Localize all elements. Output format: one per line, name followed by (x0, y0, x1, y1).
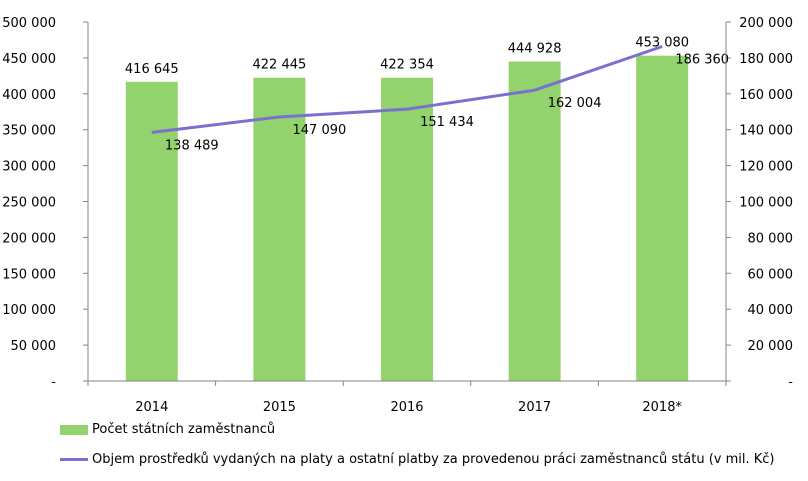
y-right-axis-ticks: - 20 000 40 000 60 000 80 000 100 000 120 000 1… (726, 16, 793, 390)
legend-swatch-line (60, 458, 88, 461)
y-left-tick-label: 150 000 (2, 267, 56, 282)
y-left-tick-label: 200 000 (2, 231, 56, 246)
x-tick-label: 2014 (135, 400, 168, 415)
bar-data-labels: 416 645 422 445 422 354 444 928 453 080 (125, 36, 689, 77)
bar-data-label: 453 080 (635, 36, 689, 51)
y-right-tick-label: 200 000 (739, 16, 793, 31)
y-left-tick-label: 500 000 (2, 16, 56, 31)
x-tick-label: 2015 (263, 400, 296, 415)
bar-data-label: 422 445 (253, 58, 307, 73)
line-data-label: 162 004 (548, 96, 602, 111)
bar-data-label: 444 928 (508, 42, 562, 57)
y-left-tick-label: 250 000 (2, 196, 56, 211)
y-right-tick-label: 180 000 (739, 52, 793, 67)
y-right-tick-label: 40 000 (748, 303, 794, 318)
bar-series (125, 55, 689, 382)
y-right-tick-label: 160 000 (739, 88, 793, 103)
y-right-tick-label: - (788, 375, 793, 390)
bar (381, 77, 433, 382)
x-tick-label: 2016 (390, 400, 423, 415)
bar (636, 55, 689, 381)
x-tick-label: 2017 (518, 400, 551, 415)
y-left-tick-label: 50 000 (11, 339, 57, 354)
line-data-label: 151 434 (420, 115, 474, 130)
y-right-tick-label: 140 000 (739, 124, 793, 139)
legend-label-bar: Počet státních zaměstnanců (92, 422, 276, 437)
y-right-tick-label: 20 000 (748, 339, 794, 354)
y-right-tick-label: 60 000 (748, 267, 794, 282)
y-left-axis-ticks: - 50 000 100 000 150 000 200 000 250 000 300 0… (2, 16, 88, 390)
line-data-label: 138 489 (165, 138, 219, 153)
bar-data-label: 422 354 (380, 58, 434, 73)
legend-item-bar: Počet státních zaměstnanců (60, 422, 275, 437)
y-right-tick-label: 80 000 (748, 231, 794, 246)
line-series (151, 45, 663, 134)
legend-label-line: Objem prostředků vydaných na platy a ost… (92, 452, 775, 467)
y-left-tick-label: 100 000 (2, 303, 56, 318)
line-data-label: 186 360 (675, 52, 729, 67)
legend-item-line: Objem prostředků vydaných na platy a ost… (60, 452, 775, 467)
bar (508, 61, 561, 382)
legend-swatch-bar (60, 424, 88, 435)
y-left-tick-label: - (51, 375, 56, 390)
y-left-tick-label: 300 000 (2, 160, 56, 175)
x-axis-ticks: 2014 2015 2016 2017 2018* (87, 381, 727, 415)
series-line (151, 45, 663, 134)
y-left-tick-label: 350 000 (2, 124, 56, 139)
y-right-tick-label: 100 000 (739, 196, 793, 211)
y-right-tick-label: 120 000 (739, 160, 793, 175)
y-left-tick-label: 400 000 (2, 88, 56, 103)
y-left-tick-label: 450 000 (2, 52, 56, 67)
bar-data-label: 416 645 (125, 62, 179, 77)
bar (253, 77, 306, 382)
bar (125, 81, 178, 382)
axes (87, 22, 727, 382)
line-data-label: 147 090 (293, 123, 347, 138)
x-tick-label: 2018* (642, 400, 682, 415)
line-data-labels: 138 489 147 090 151 434 162 004 186 360 (165, 52, 729, 153)
